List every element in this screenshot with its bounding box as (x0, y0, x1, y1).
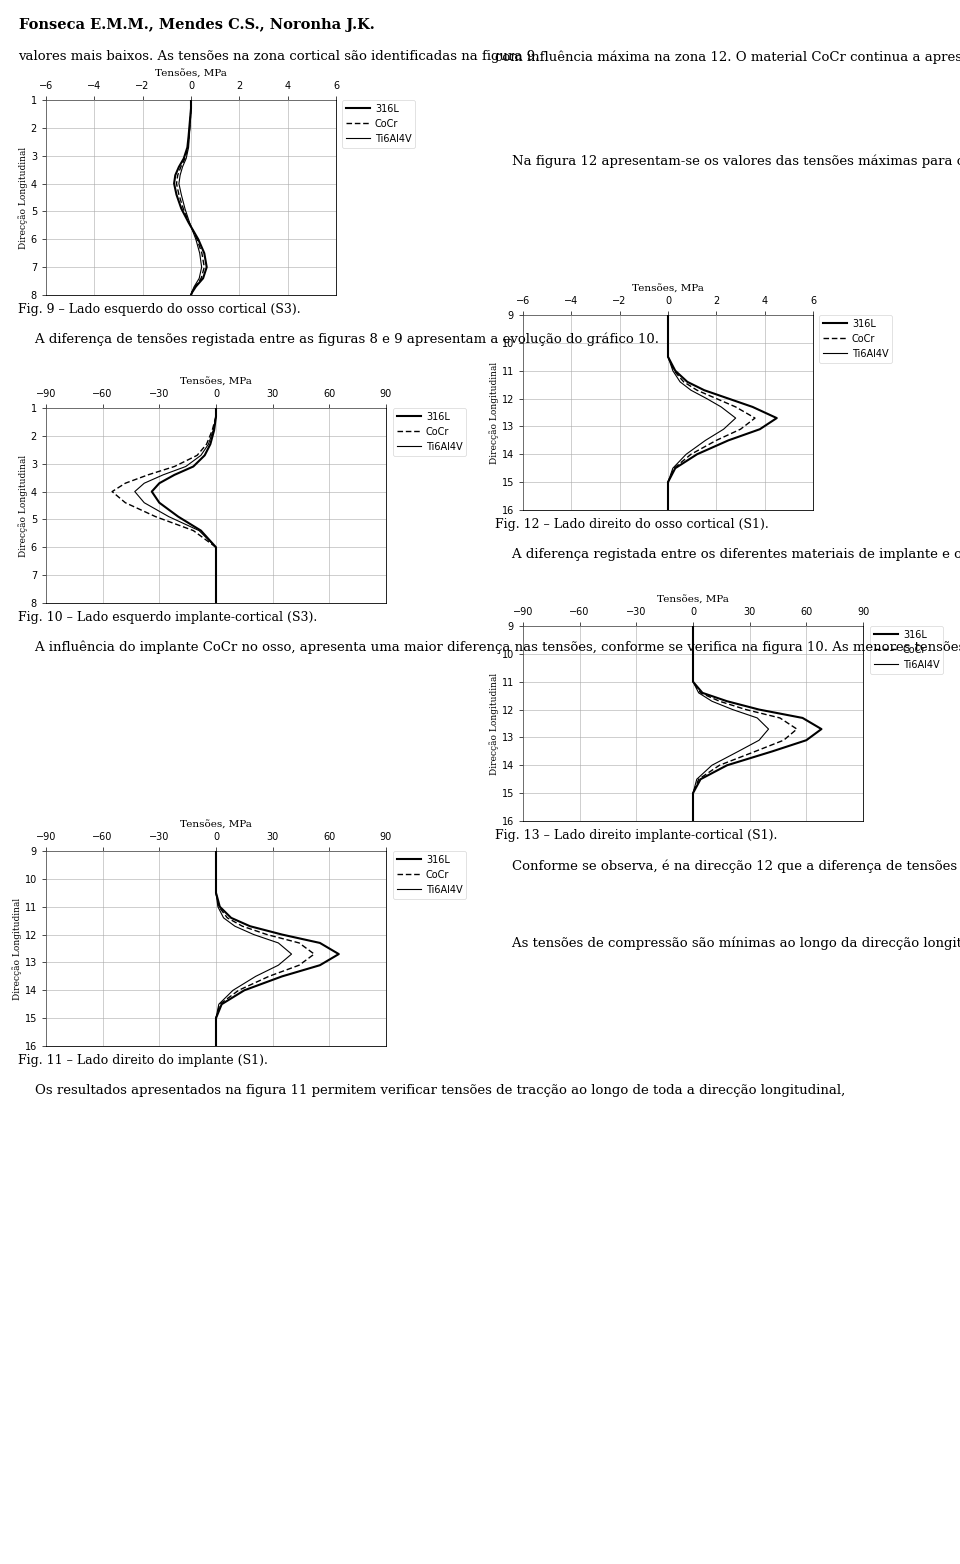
Text: Na figura 12 apresentam-se os valores das tensões máximas para o osso cortical, : Na figura 12 apresentam-se os valores da… (495, 155, 960, 169)
Text: valores mais baixos. As tensões na zona cortical são identificadas na figura 9.: valores mais baixos. As tensões na zona … (18, 50, 540, 63)
Y-axis label: Direcção Longitudinal: Direcção Longitudinal (12, 898, 22, 999)
Title: Tensões, MPa: Tensões, MPa (180, 377, 252, 386)
Legend: 316L, CoCr, Ti6Al4V: 316L, CoCr, Ti6Al4V (393, 851, 467, 898)
Text: A diferença registada entre os diferentes materiais de implante e o osso observa: A diferença registada entre os diferente… (495, 547, 960, 561)
Y-axis label: Direcção Longitudinal: Direcção Longitudinal (489, 361, 499, 463)
Legend: 316L, CoCr, Ti6Al4V: 316L, CoCr, Ti6Al4V (870, 626, 944, 674)
Text: Fig. 13 – Lado direito implante-cortical (S1).: Fig. 13 – Lado direito implante-cortical… (495, 829, 778, 841)
Y-axis label: Direcção Longitudinal: Direcção Longitudinal (489, 673, 499, 774)
Text: A diferença de tensões registada entre as figuras 8 e 9 apresentam a evolução do: A diferença de tensões registada entre a… (18, 333, 659, 347)
Text: Fig. 10 – Lado esquerdo implante-cortical (S3).: Fig. 10 – Lado esquerdo implante-cortica… (18, 612, 317, 624)
Y-axis label: Direcção Longitudinal: Direcção Longitudinal (18, 455, 28, 557)
Title: Tensões, MPa: Tensões, MPa (657, 596, 729, 605)
Text: Os resultados apresentados na figura 11 permitem verificar tensões de tracção ao: Os resultados apresentados na figura 11 … (18, 1084, 845, 1096)
Text: Fig. 11 – Lado direito do implante (S1).: Fig. 11 – Lado direito do implante (S1). (18, 1054, 268, 1067)
Text: As tensões de compressão são mínimas ao longo da direcção longitudinal para o la: As tensões de compressão são mínimas ao … (495, 937, 960, 951)
Y-axis label: Direcção Longitudinal: Direcção Longitudinal (18, 147, 28, 249)
Title: Tensões, MPa: Tensões, MPa (156, 70, 227, 78)
Text: Fonseca E.M.M., Mendes C.S., Noronha J.K.: Fonseca E.M.M., Mendes C.S., Noronha J.K… (19, 19, 375, 31)
Title: Tensões, MPa: Tensões, MPa (632, 285, 704, 294)
Text: Fig. 9 – Lado esquerdo do osso cortical (S3).: Fig. 9 – Lado esquerdo do osso cortical … (18, 303, 300, 316)
Title: Tensões, MPa: Tensões, MPa (180, 821, 252, 830)
Legend: 316L, CoCr, Ti6Al4V: 316L, CoCr, Ti6Al4V (342, 100, 416, 147)
Text: com influência máxima na zona 12. O material CoCr continua a apresentar maiores : com influência máxima na zona 12. O mate… (495, 50, 960, 64)
Text: A influência do implante CoCr no osso, apresenta uma maior diferença nas tensões: A influência do implante CoCr no osso, a… (18, 641, 960, 654)
Legend: 316L, CoCr, Ti6Al4V: 316L, CoCr, Ti6Al4V (393, 408, 467, 455)
Text: Fig. 12 – Lado direito do osso cortical (S1).: Fig. 12 – Lado direito do osso cortical … (495, 518, 769, 532)
Legend: 316L, CoCr, Ti6Al4V: 316L, CoCr, Ti6Al4V (819, 314, 893, 363)
Text: Conforme se observa, é na direcção 12 que a diferença de tensões é maior, tal co: Conforme se observa, é na direcção 12 qu… (495, 859, 960, 873)
